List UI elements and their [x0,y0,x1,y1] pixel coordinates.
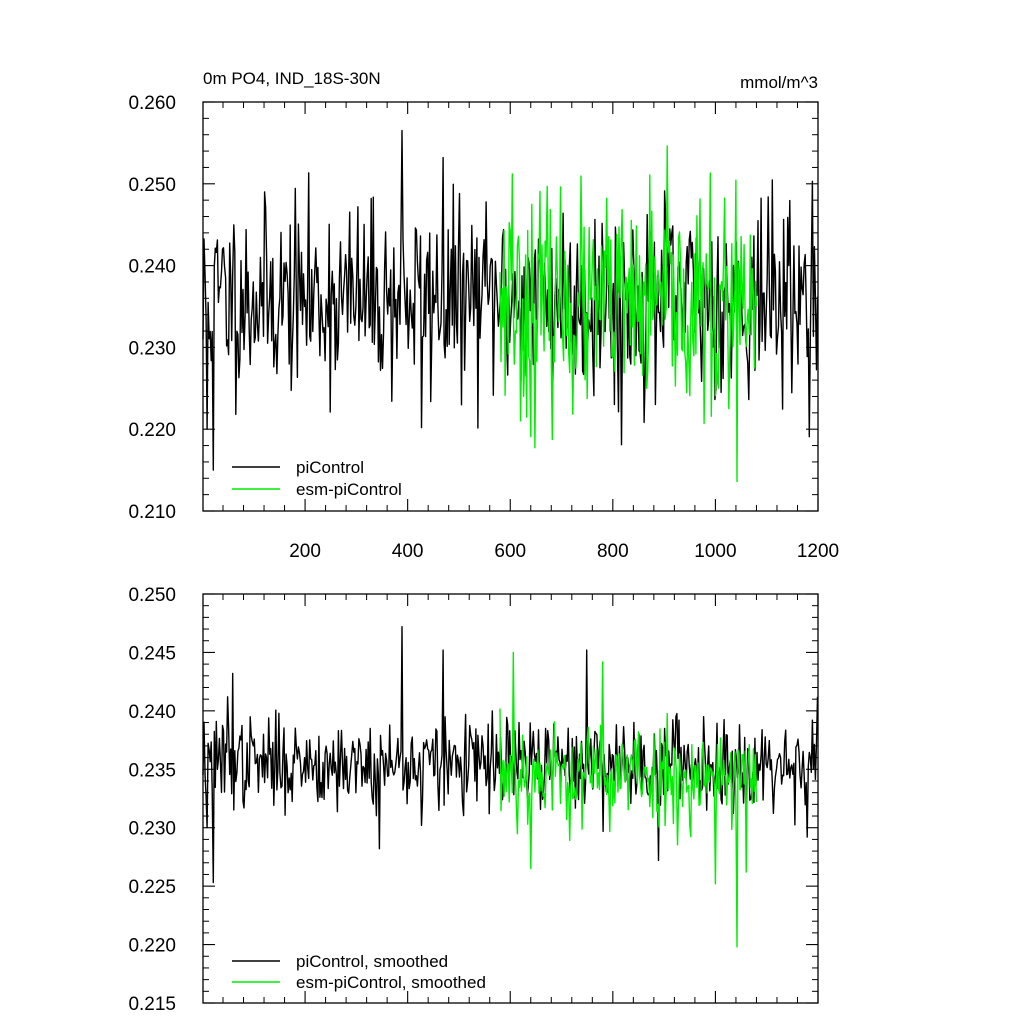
legend-label-esm-picontrol: esm-piControl [296,480,402,499]
bottom-panel-po4-smoothed: 0.215 0.220 0.225 0.230 0.235 0.240 0.245 0.250… [128,585,819,1015]
y-tick-label: 0.235 [128,760,176,781]
series-line-picontrol-smoothed [202,626,819,884]
y-tick-label: 0.250 [128,175,176,196]
x-tick-label: 1200 [797,541,839,562]
y-tick-label: 0.260 [128,93,176,114]
x-tick-label: 400 [392,541,424,562]
top-panel-po4-raw: 0m PO4, IND_18S-30N mmol/m^3 200 400 600 80… [128,69,839,562]
y-tick-label: 0.225 [128,877,176,898]
bottom-series-group [202,626,819,948]
bottom-plot-frame [202,593,819,1004]
x-tick-label: 800 [597,541,629,562]
y-tick-label: 0.240 [128,257,176,278]
y-tick-label: 0.245 [128,643,176,664]
y-tick-label: 0.220 [128,420,176,441]
y-tick-label: 0.250 [128,585,176,606]
y-tick-label: 0.220 [128,936,176,957]
legend-label-picontrol-smoothed: piControl, smoothed [296,952,448,971]
top-axis-ticks: 200 400 600 800 1000 1200 0.210 0.220 0.230 0.240… [128,93,839,562]
y-tick-label: 0.230 [128,338,176,359]
y-tick-label: 0.230 [128,819,176,840]
legend-label-picontrol: piControl [296,458,364,477]
top-legend: piControl esm-piControl [232,458,402,499]
y-tick-label: 0.215 [128,994,176,1015]
units-label: mmol/m^3 [740,73,818,92]
x-tick-label: 600 [494,541,526,562]
x-tick-label: 1000 [694,541,736,562]
legend-label-esm-picontrol-smoothed: esm-piControl, smoothed [296,973,486,992]
y-tick-label: 0.210 [128,502,176,523]
series-line-esm-picontrol-smoothed [499,651,758,948]
bottom-legend: piControl, smoothed esm-piControl, smoot… [232,952,486,992]
series-line-esm-picontrol [499,145,758,483]
x-tick-label: 200 [289,541,321,562]
top-series-group [202,129,819,483]
series-line-picontrol [202,129,819,471]
y-tick-label: 0.240 [128,702,176,723]
chart-title: 0m PO4, IND_18S-30N [203,69,381,88]
